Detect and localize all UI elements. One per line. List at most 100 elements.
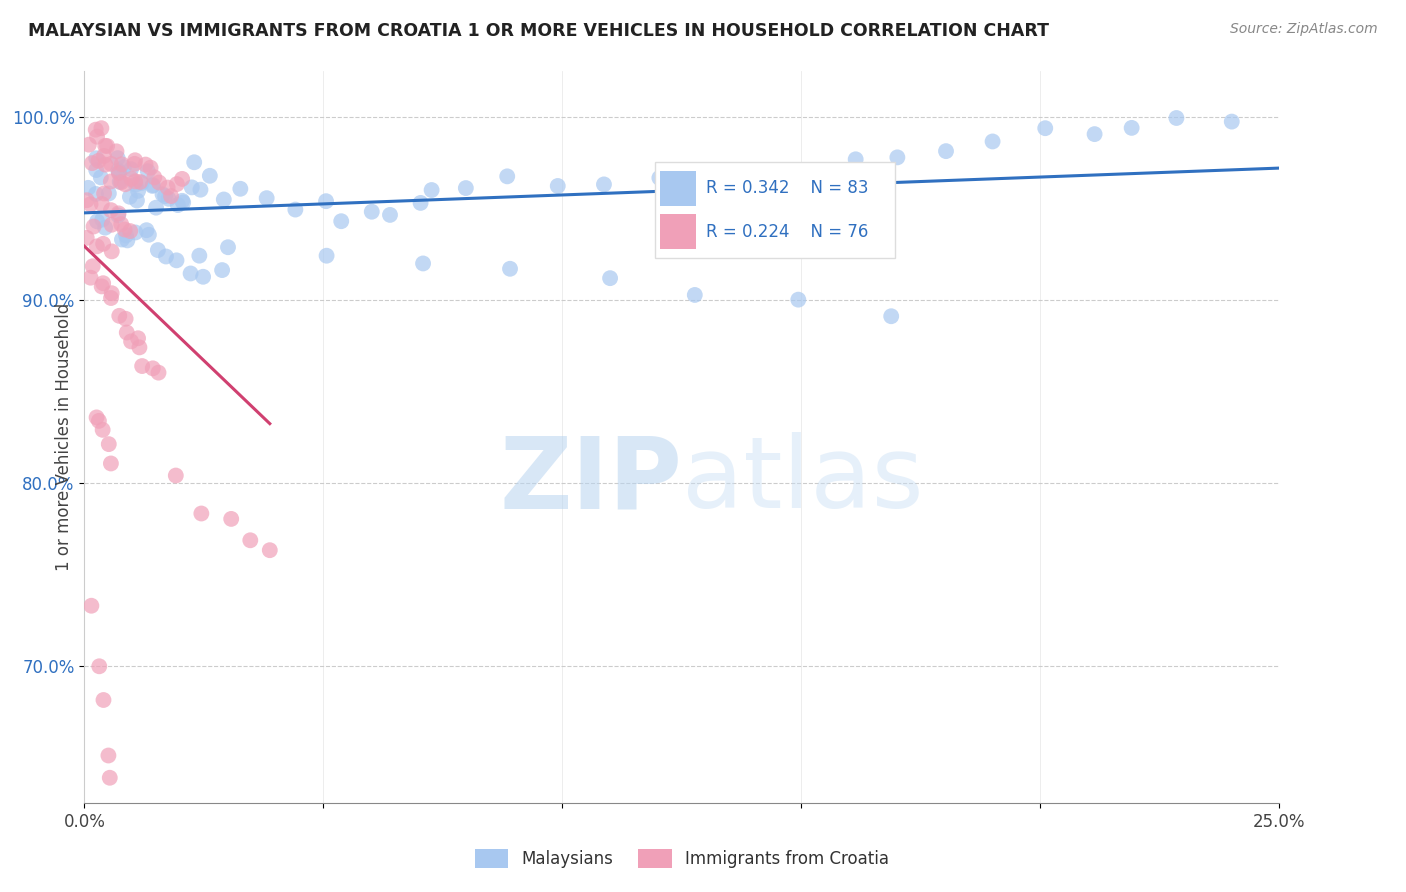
Point	[77, 181, 100, 195]
Point	[108, 175, 131, 189]
Point	[91, 423, 114, 437]
Point	[84, 151, 107, 165]
Point	[127, 331, 149, 345]
Point	[93, 149, 115, 163]
Point	[121, 172, 143, 186]
Point	[107, 208, 129, 222]
Point	[97, 437, 120, 451]
Point	[117, 234, 139, 248]
Point	[100, 218, 122, 232]
Point	[198, 169, 221, 183]
Point	[97, 748, 120, 763]
Y-axis label: 1 or more Vehicles in Household: 1 or more Vehicles in Household	[55, 303, 73, 571]
Point	[143, 170, 166, 185]
Point	[229, 182, 252, 196]
Point	[166, 253, 188, 268]
Point	[360, 204, 382, 219]
Point	[94, 138, 117, 153]
Point	[93, 693, 115, 707]
Point	[683, 288, 706, 302]
Point	[152, 187, 174, 202]
Point	[91, 212, 114, 227]
Point	[981, 135, 1004, 149]
Point	[172, 172, 194, 186]
Point	[136, 164, 159, 178]
FancyBboxPatch shape	[659, 170, 696, 206]
Point	[124, 174, 146, 188]
Point	[845, 153, 868, 167]
Point	[167, 198, 190, 212]
Point	[98, 771, 121, 785]
Point	[110, 217, 132, 231]
Point	[315, 249, 337, 263]
Point	[76, 193, 98, 207]
Point	[108, 165, 131, 179]
Point	[86, 214, 108, 228]
Point	[148, 366, 170, 380]
Point	[409, 195, 432, 210]
Point	[107, 206, 129, 220]
Point	[787, 293, 810, 307]
Point	[79, 197, 101, 211]
Point	[139, 161, 162, 175]
Point	[131, 176, 153, 190]
Point	[145, 201, 167, 215]
Point	[138, 227, 160, 242]
Point	[91, 276, 114, 290]
Point	[239, 533, 262, 548]
Text: atlas: atlas	[682, 433, 924, 530]
Point	[87, 414, 110, 428]
Point	[412, 256, 434, 270]
Point	[114, 311, 136, 326]
Point	[93, 186, 115, 201]
Point	[180, 267, 202, 281]
Point	[172, 195, 194, 210]
Point	[738, 181, 761, 195]
Point	[211, 263, 233, 277]
Point	[83, 219, 105, 234]
Point	[155, 250, 177, 264]
Point	[259, 543, 281, 558]
Point	[80, 599, 103, 613]
Point	[89, 659, 111, 673]
Point	[90, 170, 112, 185]
Point	[212, 193, 235, 207]
Point	[547, 178, 569, 193]
Point	[100, 457, 122, 471]
Point	[105, 145, 128, 159]
FancyBboxPatch shape	[659, 214, 696, 250]
Point	[792, 178, 814, 193]
Point	[593, 178, 616, 192]
Point	[180, 180, 202, 194]
Point	[1121, 120, 1143, 135]
Point	[94, 220, 117, 235]
Point	[80, 156, 103, 170]
Point	[165, 468, 187, 483]
Point	[256, 191, 278, 205]
Point	[127, 184, 149, 198]
Point	[191, 269, 214, 284]
Point	[219, 512, 242, 526]
Point	[124, 226, 146, 240]
Point	[97, 186, 120, 201]
Point	[125, 194, 148, 208]
Point	[82, 259, 104, 273]
Text: MALAYSIAN VS IMMIGRANTS FROM CROATIA 1 OR MORE VEHICLES IN HOUSEHOLD CORRELATION: MALAYSIAN VS IMMIGRANTS FROM CROATIA 1 O…	[28, 22, 1049, 40]
Point	[120, 334, 142, 349]
Point	[696, 183, 718, 197]
Point	[96, 139, 118, 153]
Point	[77, 137, 100, 152]
Point	[86, 129, 108, 144]
Point	[330, 214, 353, 228]
Point	[141, 178, 163, 193]
Point	[111, 157, 134, 171]
Point	[886, 150, 908, 164]
Point	[100, 244, 122, 259]
Point	[100, 291, 122, 305]
Point	[315, 194, 337, 209]
Point	[135, 223, 157, 237]
Point	[86, 239, 108, 253]
Point	[91, 236, 114, 251]
Point	[115, 228, 138, 243]
Point	[172, 194, 194, 208]
